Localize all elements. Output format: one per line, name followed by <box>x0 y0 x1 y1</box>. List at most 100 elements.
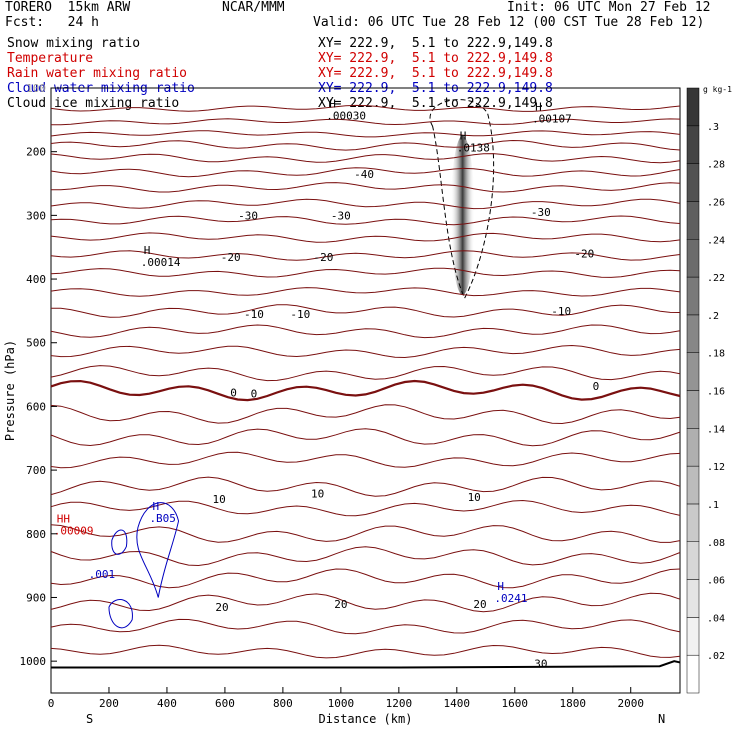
y-axis-title: Pressure (hPa) <box>3 340 17 441</box>
temperature-contour <box>50 104 681 112</box>
colorbar-segment <box>686 239 700 278</box>
contour-label: -10 <box>290 308 310 321</box>
x-tick-label: 400 <box>157 697 177 710</box>
y-tick-label: 300 <box>26 209 46 222</box>
temperature-contour <box>50 379 681 402</box>
colorbar-segment <box>686 541 700 580</box>
field-label-snow: Snow mixing ratio <box>7 36 141 51</box>
colorbar-tick-label: .16 <box>707 387 725 398</box>
high-marker: H <box>497 580 504 593</box>
contour-label: 10 <box>311 488 324 501</box>
high-value-label: .001 <box>89 568 116 581</box>
temperature-contour <box>50 644 681 659</box>
temperature-contour <box>50 568 681 589</box>
colorbar-segment <box>686 579 700 618</box>
colorbar-tick-label: .12 <box>707 462 725 473</box>
field-xy-rain: XY= 222.9, 5.1 to 222.9,149.8 <box>318 66 553 81</box>
y-tick-label: 1000 <box>20 655 47 668</box>
cloud-water-contour <box>108 599 133 629</box>
field-xy-temperature: XY= 222.9, 5.1 to 222.9,149.8 <box>318 51 553 66</box>
temperature-contour <box>50 546 681 567</box>
high-marker: H <box>152 500 159 513</box>
field-xy-snow: XY= 222.9, 5.1 to 222.9,149.8 <box>318 36 553 51</box>
x-tick-label: 200 <box>99 697 119 710</box>
temperature-contour <box>50 287 681 297</box>
contour-label: -10 <box>244 308 264 321</box>
snow-contour-dashed <box>429 99 495 300</box>
contour-label: 20 <box>473 598 486 611</box>
colorbar-segment <box>686 201 700 240</box>
colorbar-tick-label: .02 <box>707 651 725 662</box>
contour-label: 0 <box>251 388 258 401</box>
temperature-contour <box>50 130 681 138</box>
colorbar-segment <box>686 314 700 353</box>
temperature-contour <box>50 428 681 447</box>
contour-label: -10 <box>551 305 571 318</box>
x-tick-label: 0 <box>48 697 55 710</box>
high-value-label: .00009 <box>54 525 94 538</box>
colorbar-segment <box>686 276 700 316</box>
x-tick-label: 2000 <box>617 697 644 710</box>
colorbar-segment <box>686 390 700 429</box>
high-value-label: .0241 <box>494 592 527 605</box>
cloud-water-contour <box>111 529 128 555</box>
x-axis-title: Distance (km) <box>319 712 413 726</box>
temperature-contour <box>50 215 681 226</box>
temperature-contour <box>50 198 681 210</box>
colorbar-tick-label: .28 <box>707 160 725 171</box>
temperature-contour <box>50 451 681 469</box>
contour-label: 0 <box>593 380 600 393</box>
cloud-water-contour <box>136 502 180 598</box>
x-tick-label: 800 <box>273 697 293 710</box>
colorbar-segment <box>686 617 700 656</box>
temperature-contour <box>50 618 681 635</box>
colorbar-tick-label: .14 <box>707 424 725 435</box>
y-tick-label-top: 100 <box>26 82 46 95</box>
y-tick-label: 500 <box>26 337 46 350</box>
ice-plume-shading <box>450 135 475 295</box>
org-label: NCAR/MMM <box>222 0 285 15</box>
forecast-hour: Fcst: 24 h <box>5 15 99 30</box>
colorbar-segment <box>686 87 700 127</box>
temperature-contour <box>50 524 681 543</box>
colorbar-tick-label: .26 <box>707 197 725 208</box>
temperature-contour <box>50 153 681 164</box>
temperature-contour <box>50 592 681 613</box>
high-marker: H <box>535 101 542 114</box>
temperature-contour <box>50 118 681 126</box>
contour-label: 10 <box>468 491 481 504</box>
contour-label: 20 <box>334 598 347 611</box>
contour-label: 10 <box>212 493 225 506</box>
colorbar-segment <box>686 163 700 202</box>
temperature-contour <box>50 167 681 178</box>
high-value-label: .B05 <box>149 512 176 525</box>
x-tick-label: 1800 <box>560 697 587 710</box>
colorbar-tick-label: .18 <box>707 349 725 360</box>
temperature-contour <box>50 365 681 382</box>
colorbar-tick-label: .06 <box>707 576 725 587</box>
temperature-contour <box>50 139 681 151</box>
y-tick-label: 800 <box>26 528 46 541</box>
colorbar-tick-label: .1 <box>707 500 719 511</box>
temperature-contour <box>50 324 681 339</box>
south-label: S <box>86 712 93 726</box>
y-tick-label: 200 <box>26 146 46 159</box>
high-marker: HH <box>57 513 70 526</box>
high-value-label: .00030 <box>326 109 366 122</box>
temperature-contour <box>50 267 681 278</box>
contour-label: 20 <box>215 601 228 614</box>
plot-frame <box>50 87 681 694</box>
contour-label: -20 <box>574 248 594 261</box>
contour-label: -20 <box>221 251 241 264</box>
valid-time: Valid: 06 UTC Tue 28 Feb 12 (00 CST Tue … <box>313 15 705 30</box>
x-tick-label: 1600 <box>502 697 529 710</box>
temperature-contour <box>50 404 681 425</box>
y-tick-label: 900 <box>26 591 46 604</box>
colorbar-segment <box>686 654 700 694</box>
terrain-line <box>51 660 681 669</box>
high-value-label: .00107 <box>532 113 572 126</box>
y-tick-label: 400 <box>26 273 46 286</box>
north-label: N <box>658 712 665 726</box>
temperature-contour <box>50 499 681 517</box>
